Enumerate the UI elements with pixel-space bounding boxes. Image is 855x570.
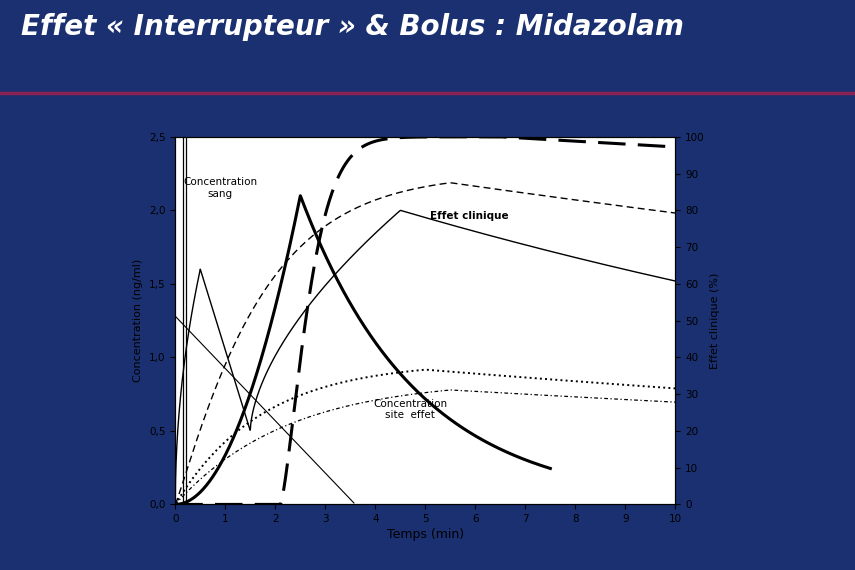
Y-axis label: Effet clinique (%): Effet clinique (%) — [711, 272, 721, 369]
Text: Effet « Interrupteur » & Bolus : Midazolam: Effet « Interrupteur » & Bolus : Midazol… — [21, 13, 684, 41]
Text: Effet clinique: Effet clinique — [430, 211, 509, 221]
X-axis label: Temps (min): Temps (min) — [386, 528, 464, 541]
Text: Concentration
site  effet: Concentration site effet — [374, 398, 447, 420]
Text: Concentration
sang: Concentration sang — [183, 177, 257, 198]
Y-axis label: Concentration (ng/ml): Concentration (ng/ml) — [133, 259, 144, 382]
